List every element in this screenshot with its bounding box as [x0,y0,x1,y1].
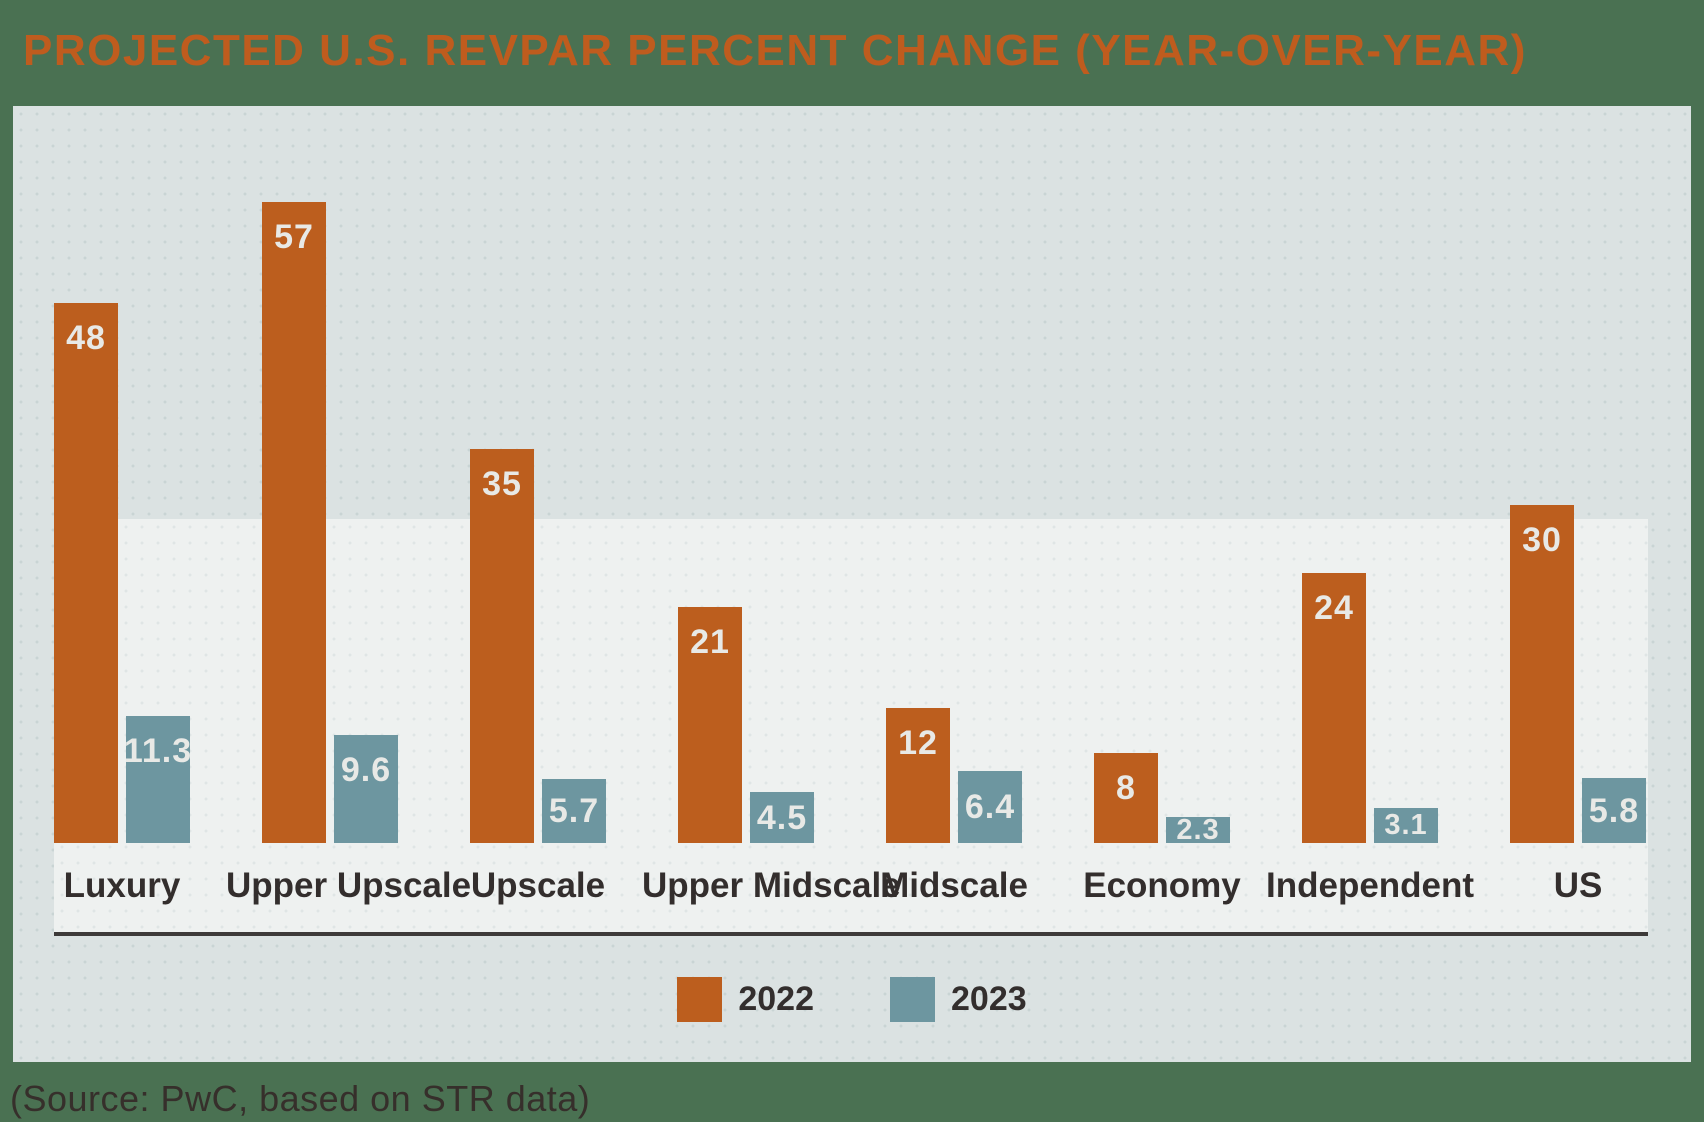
legend-label: 2022 [738,980,814,1018]
legend: 2022 2023 [0,977,1704,1022]
legend-swatch-2022 [677,977,723,1022]
chart-title: PROJECTED U.S. REVPAR PERCENT CHANGE (YE… [23,26,1527,75]
plot-area-band [54,519,1648,936]
legend-swatch-2023 [890,977,935,1022]
chart-panel [13,106,1691,1062]
legend-label: 2023 [951,980,1027,1018]
source-note: (Source: PwC, based on STR data) [10,1078,591,1119]
legend-item-2022: 2022 [677,977,814,1022]
legend-item-2023: 2023 [890,977,1027,1022]
